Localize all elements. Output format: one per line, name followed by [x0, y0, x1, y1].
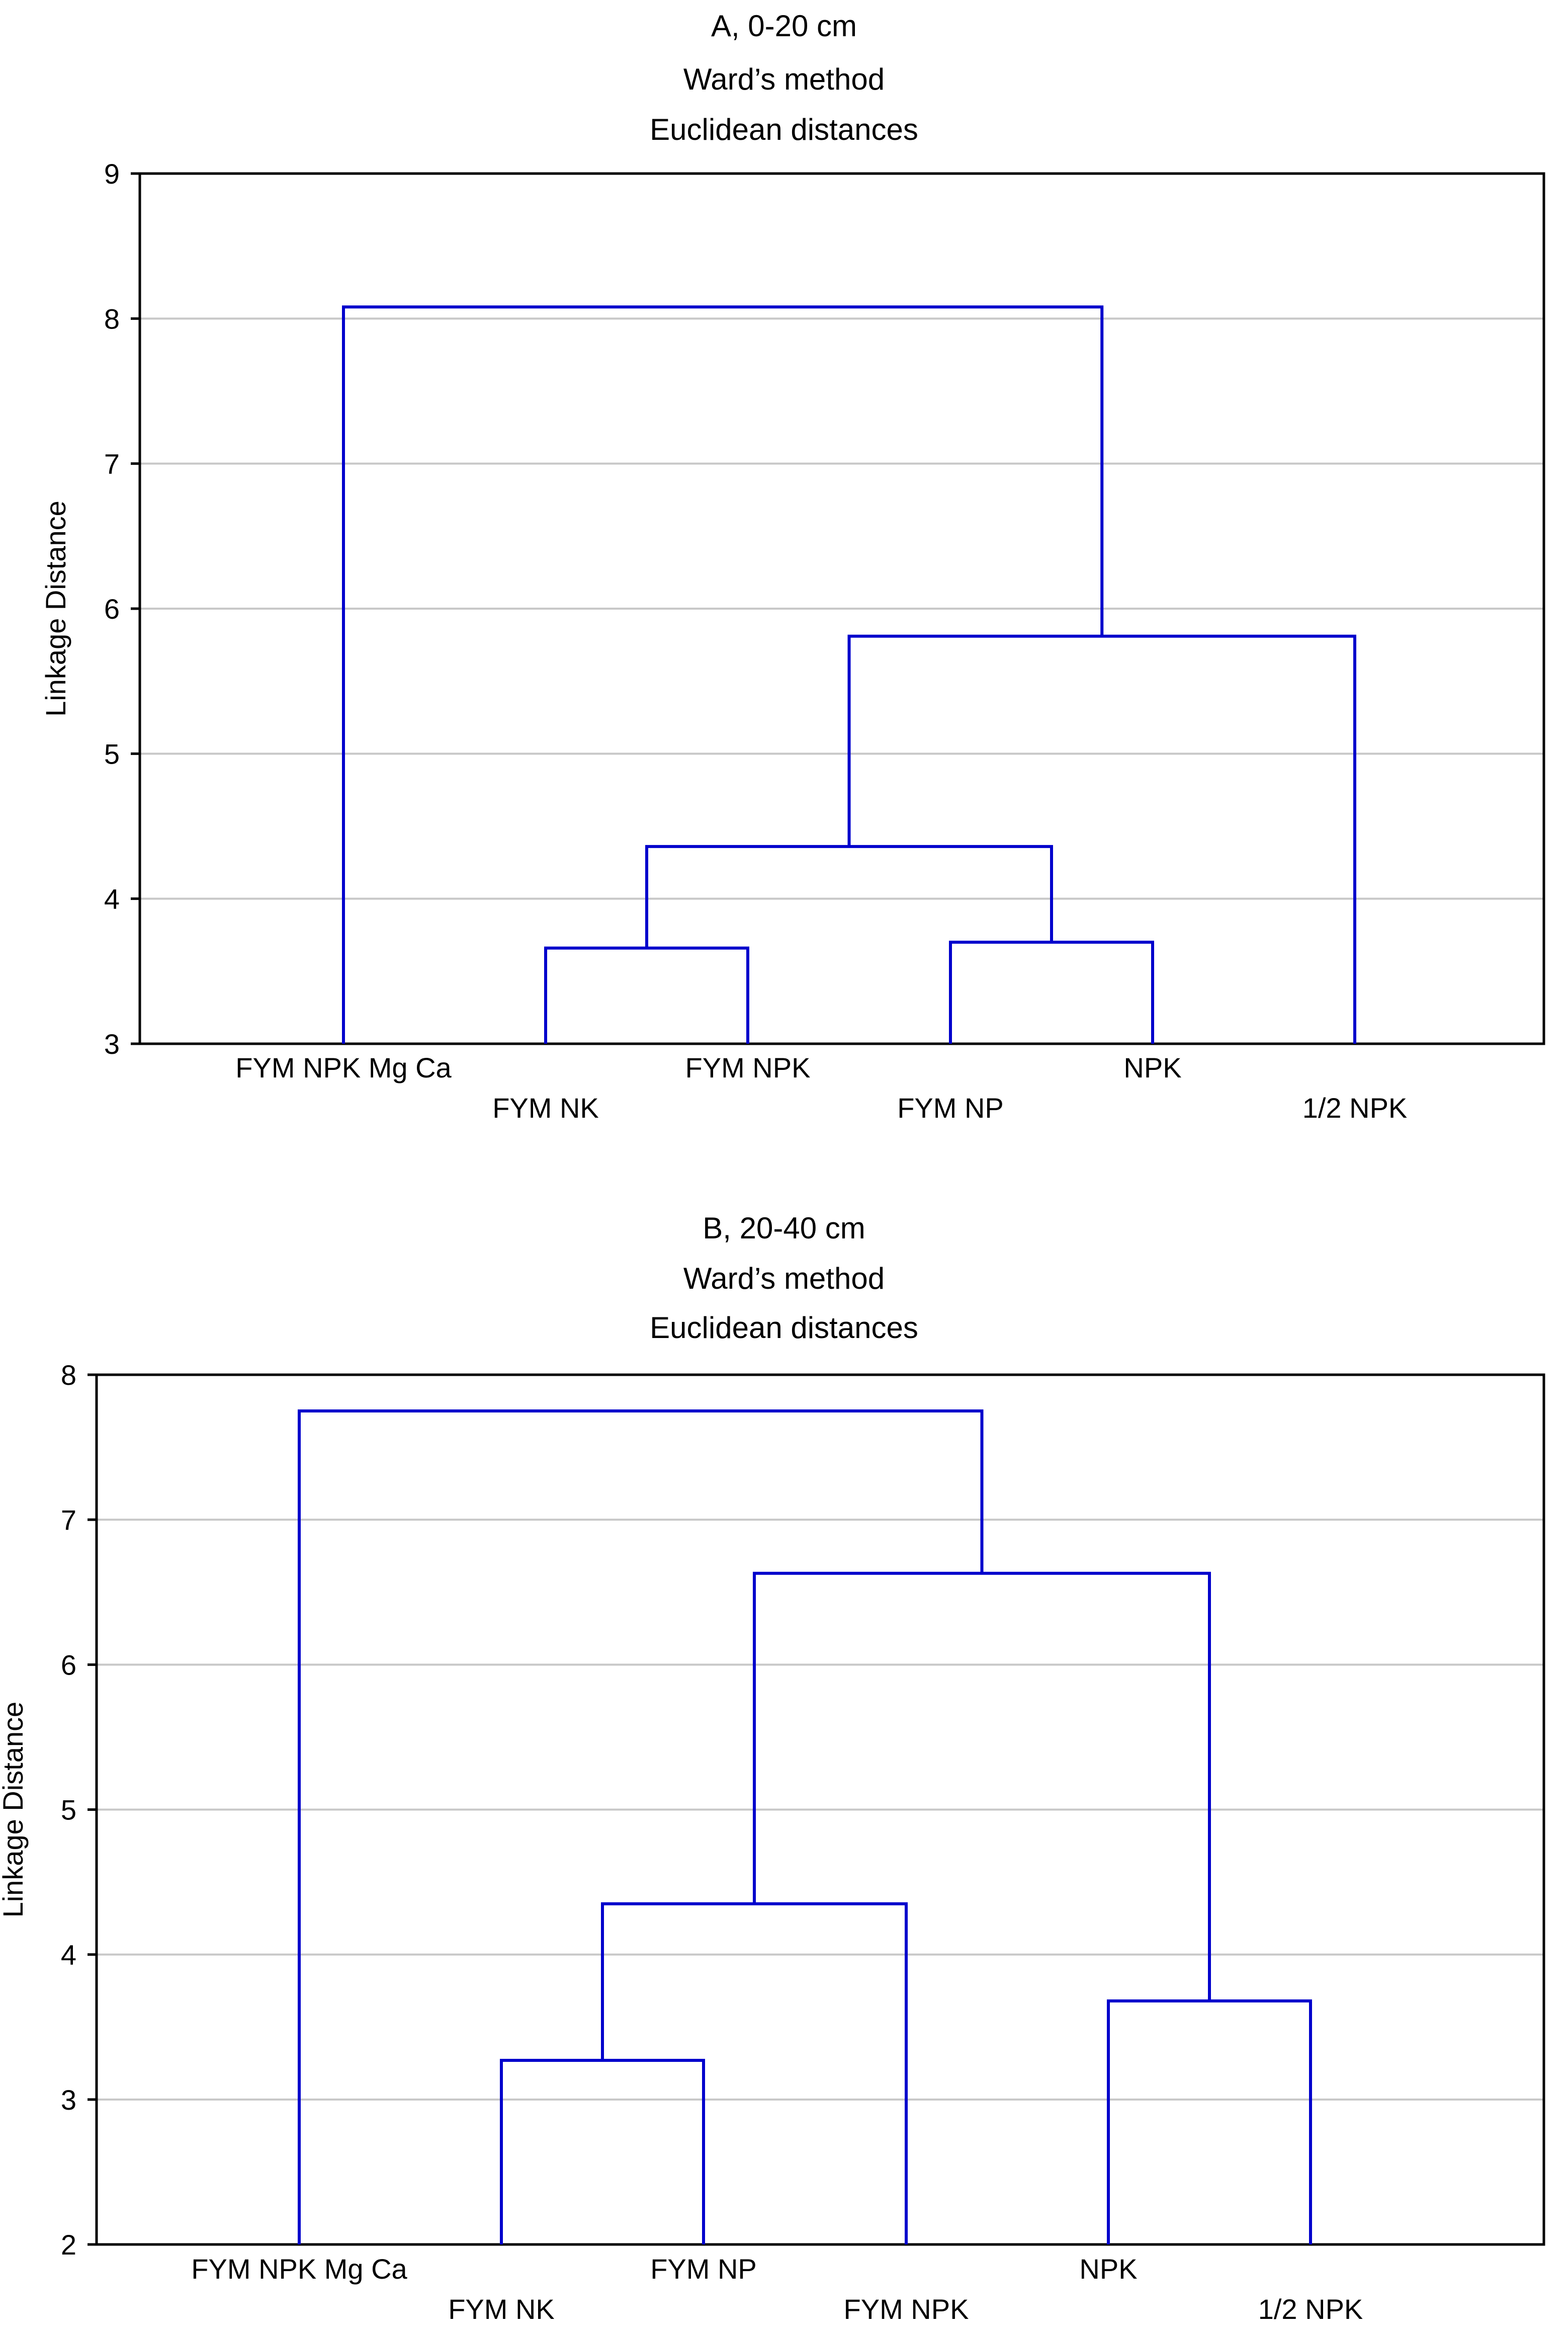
chart-subtitle-2: Euclidean distances [650, 113, 918, 146]
chart-title: A, 0-20 cm [711, 9, 857, 43]
leaf-label: FYM NPK [685, 1052, 811, 1083]
leaf-label: 1/2 NPK [1258, 2293, 1363, 2325]
y-tick-label: 6 [104, 593, 120, 625]
leaf-label: FYM NP [650, 2253, 757, 2285]
leaf-label: FYM NPK Mg Ca [191, 2253, 407, 2285]
leaf-label: FYM NPK Mg Ca [235, 1052, 452, 1083]
dendrogram-link [342, 305, 1104, 1044]
dendrogram-link [1107, 1999, 1312, 2244]
leaf-label: FYM NK [448, 2293, 555, 2325]
chart-subtitle: Ward’s method [683, 62, 885, 96]
y-tick-label: 8 [61, 1359, 76, 1391]
y-axis-label: Linkage Distance [40, 501, 71, 717]
chart-subtitle: Ward’s method [683, 1262, 885, 1295]
leaf-label: FYM NK [492, 1092, 599, 1124]
y-tick-label: 7 [61, 1504, 76, 1536]
y-tick-label: 6 [61, 1649, 76, 1681]
y-tick-label: 2 [61, 2229, 76, 2261]
y-tick-label: 3 [104, 1028, 120, 1060]
dendrogram-a: 3 4 5 6 7 8 9 Linkage Distance FYM NPK Mg Ca FYM … [40, 158, 1545, 1124]
leaf-label: NPK [1079, 2253, 1137, 2285]
chart-subtitle-2: Euclidean distances [650, 1311, 918, 1345]
leaf-label: FYM NPK [844, 2293, 969, 2325]
dendrogram-link [949, 941, 1154, 1044]
y-tick-label: 7 [104, 448, 120, 480]
y-tick-label: 4 [104, 883, 120, 915]
dendrogram-link [544, 946, 749, 1044]
leaf-label: FYM NP [897, 1092, 1004, 1124]
dendrogram-link [753, 1571, 1211, 2001]
leaf-label: NPK [1123, 1052, 1181, 1083]
chart-panel-b: B, 20-40 cm Ward’s method Euclidean dist… [0, 1157, 1568, 2335]
dendrogram-link [500, 2059, 705, 2244]
y-tick-label: 5 [104, 738, 120, 770]
y-tick-label: 5 [61, 1794, 76, 1826]
y-tick-label: 4 [61, 1939, 76, 1971]
leaf-label: 1/2 NPK [1302, 1092, 1408, 1124]
chart-title: B, 20-40 cm [703, 1211, 865, 1245]
dendrogram-b: 2 3 4 5 6 7 8 Linkage Distance FYM NPK Mg Ca FYM … [0, 1359, 1545, 2325]
chart-panel-a: A, 0-20 cm Ward’s method Euclidean dista… [0, 0, 1568, 1157]
dendrogram-link [298, 1409, 984, 2244]
dendrogram-link [645, 845, 1053, 948]
y-tick-label: 9 [104, 158, 120, 190]
y-tick-label: 3 [61, 2084, 76, 2116]
y-tick-label: 8 [104, 303, 120, 335]
dendrogram-link [847, 634, 1356, 1044]
y-axis-label: Linkage Distance [0, 1702, 29, 1918]
